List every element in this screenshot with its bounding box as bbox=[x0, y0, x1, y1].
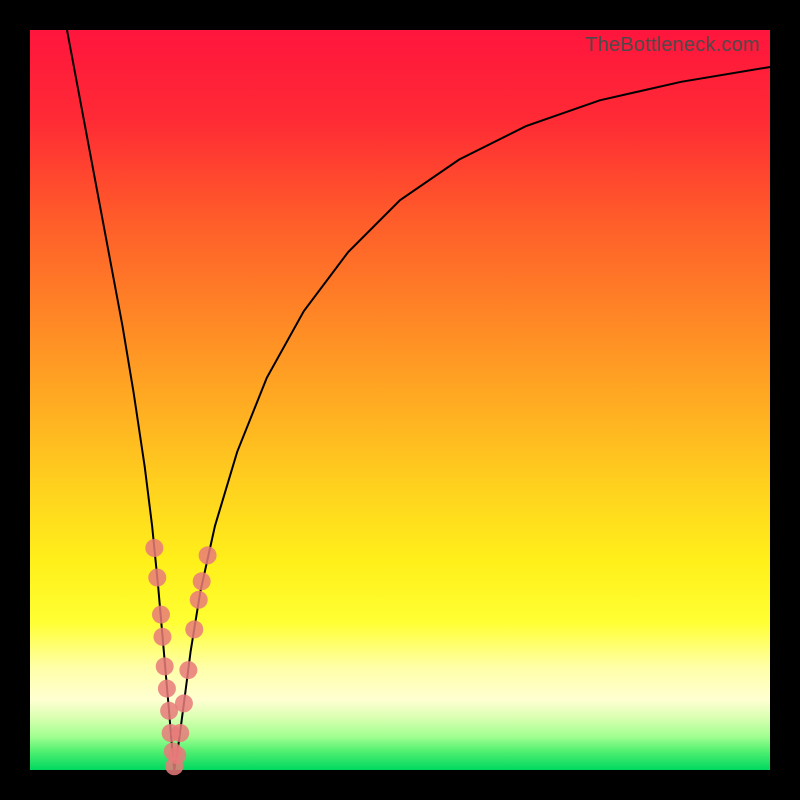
curve-left-branch bbox=[67, 30, 174, 770]
marker-dot bbox=[175, 694, 193, 712]
marker-dot bbox=[153, 628, 171, 646]
marker-dot bbox=[158, 680, 176, 698]
marker-dot bbox=[190, 591, 208, 609]
marker-dot bbox=[185, 620, 203, 638]
marker-dot bbox=[171, 724, 189, 742]
marker-dot bbox=[145, 539, 163, 557]
curve-right-branch bbox=[174, 67, 770, 770]
marker-dot bbox=[193, 572, 211, 590]
chart-frame: TheBottleneck.com bbox=[0, 0, 800, 800]
plot-area: TheBottleneck.com bbox=[30, 30, 770, 770]
chart-svg bbox=[30, 30, 770, 770]
marker-dot bbox=[152, 606, 170, 624]
marker-dot bbox=[199, 546, 217, 564]
marker-dot bbox=[168, 746, 186, 764]
marker-group bbox=[145, 539, 216, 775]
marker-dot bbox=[156, 657, 174, 675]
marker-dot bbox=[179, 661, 197, 679]
watermark-text: TheBottleneck.com bbox=[585, 34, 760, 57]
marker-dot bbox=[148, 569, 166, 587]
